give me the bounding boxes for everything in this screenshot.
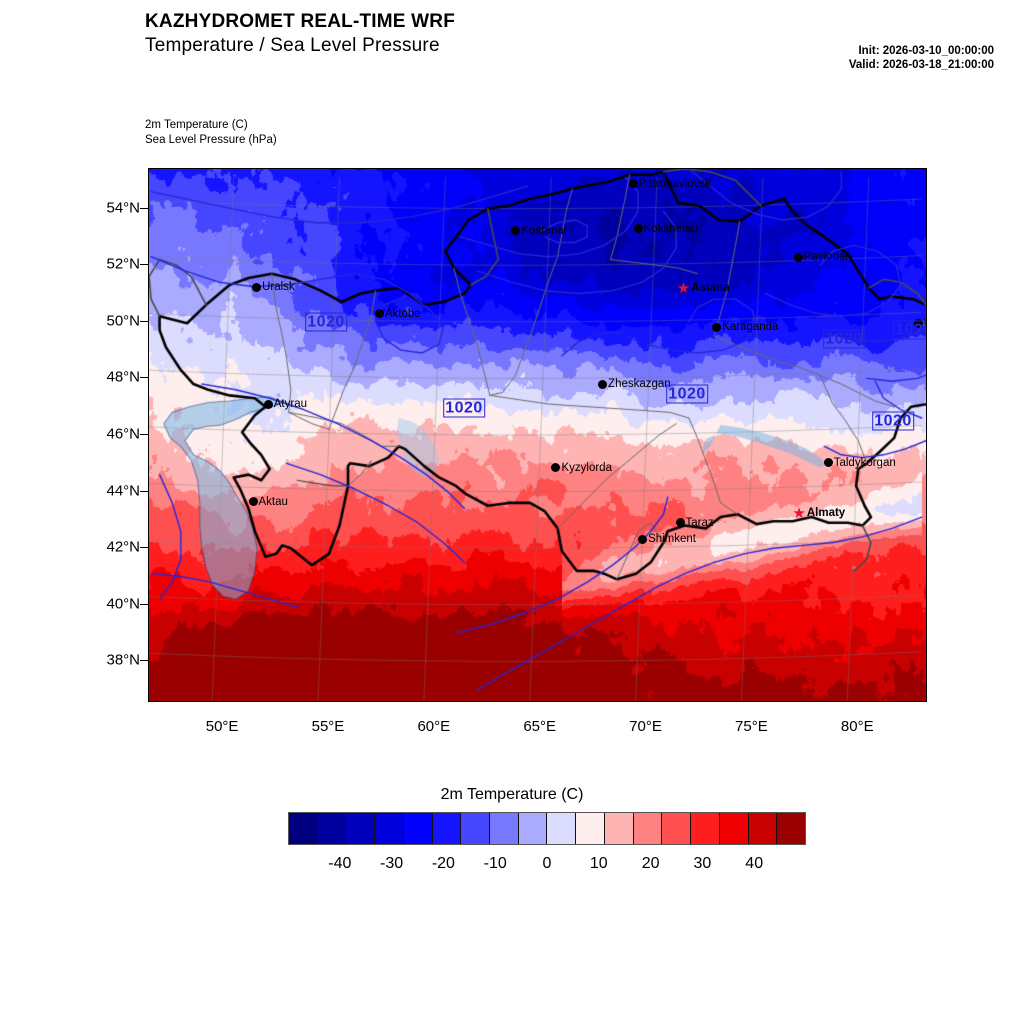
isobar-label: 1020 bbox=[872, 411, 914, 431]
init-time-label: Init: 2026-03-10_00:00:00 bbox=[858, 45, 994, 57]
lon-tick-label: 75°E bbox=[735, 718, 768, 735]
page-title: KAZHYDROMET REAL-TIME WRF bbox=[145, 11, 456, 32]
lon-tick-label: 50°E bbox=[205, 718, 239, 735]
lon-tick-label: 70°E bbox=[629, 718, 662, 735]
colorbar-cell bbox=[490, 813, 519, 844]
lat-tick-label: 38°N bbox=[106, 651, 140, 669]
weather-map[interactable]: Petropavlovsk Kostanai Kokshetau Pavlodar Ur… bbox=[148, 168, 927, 702]
colorbar-tick-label: 20 bbox=[641, 855, 660, 872]
lat-tick-label: 44°N bbox=[106, 482, 140, 500]
colorbar-cell bbox=[375, 813, 404, 844]
lon-tick-label: 65°E bbox=[523, 718, 557, 735]
colorbar-tick-label: -10 bbox=[483, 855, 507, 872]
lat-tick-mark bbox=[140, 490, 150, 492]
colorbar-cell bbox=[662, 813, 692, 844]
colorbar-tick-label: 30 bbox=[693, 855, 712, 872]
colorbar-cell bbox=[289, 813, 318, 844]
temperature-field-raster bbox=[149, 169, 926, 701]
colorbar-cell bbox=[518, 813, 548, 844]
lat-tick-mark bbox=[140, 264, 150, 266]
temperature-field-label: 2m Temperature (C) bbox=[145, 119, 248, 131]
lat-tick-label: 52°N bbox=[106, 255, 140, 273]
colorbar-tick-label: -20 bbox=[431, 855, 455, 872]
lat-tick-label: 50°N bbox=[106, 312, 140, 330]
colorbar-cell bbox=[432, 813, 462, 844]
colorbar-cell bbox=[691, 813, 720, 844]
colorbar-cell bbox=[748, 813, 778, 844]
lat-tick-label: 46°N bbox=[106, 425, 140, 443]
colorbar-tick-label: -40 bbox=[328, 855, 352, 872]
isobar-label: 1020 bbox=[443, 398, 485, 418]
colorbar-tick-label: 0 bbox=[542, 855, 552, 872]
lat-tick-mark bbox=[140, 434, 150, 435]
lat-tick-mark bbox=[140, 547, 150, 549]
longitude-axis: 50°E 55°E 60°E 65°E 70°E 75°E 80°E bbox=[148, 690, 925, 744]
lat-tick-mark bbox=[140, 660, 150, 662]
title-block: KAZHYDROMET REAL-TIME WRF Temperature / … bbox=[145, 10, 455, 58]
isobar-label: 1020 bbox=[305, 312, 347, 332]
colorbar[interactable] bbox=[288, 812, 806, 845]
colorbar-title: 2m Temperature (C) bbox=[440, 786, 584, 803]
lat-tick-mark bbox=[140, 207, 150, 209]
pressure-field-label: Sea Level Pressure (hPa) bbox=[145, 134, 277, 146]
colorbar-cell bbox=[317, 813, 347, 844]
forecast-time-block: Init: 2026-03-10_00:00:00 Valid: 2026-03… bbox=[849, 44, 994, 72]
isobar-label: 1020 bbox=[823, 329, 865, 349]
isobar-label: 1020 bbox=[893, 320, 926, 340]
lat-tick-mark bbox=[140, 603, 150, 605]
lat-tick-label: 48°N bbox=[106, 368, 140, 386]
colorbar-tick-label: -30 bbox=[380, 855, 404, 872]
colorbar-cell bbox=[719, 813, 749, 844]
colorbar-cell bbox=[576, 813, 605, 844]
colorbar-tick-label: 10 bbox=[589, 855, 608, 872]
lat-tick-mark bbox=[140, 320, 150, 322]
lon-tick-label: 80°E bbox=[840, 718, 874, 735]
field-label-block: 2m Temperature (C) Sea Level Pressure (h… bbox=[145, 118, 277, 148]
lat-tick-label: 42°N bbox=[106, 538, 140, 556]
page-subtitle: Temperature / Sea Level Pressure bbox=[145, 35, 440, 56]
colorbar-cell bbox=[547, 813, 577, 844]
colorbar-cell bbox=[461, 813, 491, 844]
colorbar-cell bbox=[777, 813, 805, 844]
valid-time-label: Valid: 2026-03-18_21:00:00 bbox=[848, 59, 994, 71]
lat-tick-label: 54°N bbox=[106, 199, 140, 217]
lon-tick-label: 60°E bbox=[417, 718, 451, 735]
lat-tick-label: 40°N bbox=[106, 595, 140, 613]
colorbar-cell bbox=[604, 813, 634, 844]
colorbar-cell bbox=[403, 813, 433, 844]
colorbar-tick-label: 40 bbox=[745, 855, 764, 872]
latitude-axis: 54°N 52°N 50°N 48°N 46°N 44°N 42°N 40°N 38°N bbox=[58, 168, 150, 700]
colorbar-tick-labels: -40 -30 -20 -10 0 10 20 30 40 bbox=[288, 855, 806, 879]
colorbar-cell bbox=[633, 813, 663, 844]
lat-tick-mark bbox=[140, 377, 150, 379]
isobar-label: 1020 bbox=[666, 384, 708, 404]
lon-tick-label: 55°E bbox=[311, 718, 345, 735]
colorbar-cell bbox=[346, 813, 376, 844]
